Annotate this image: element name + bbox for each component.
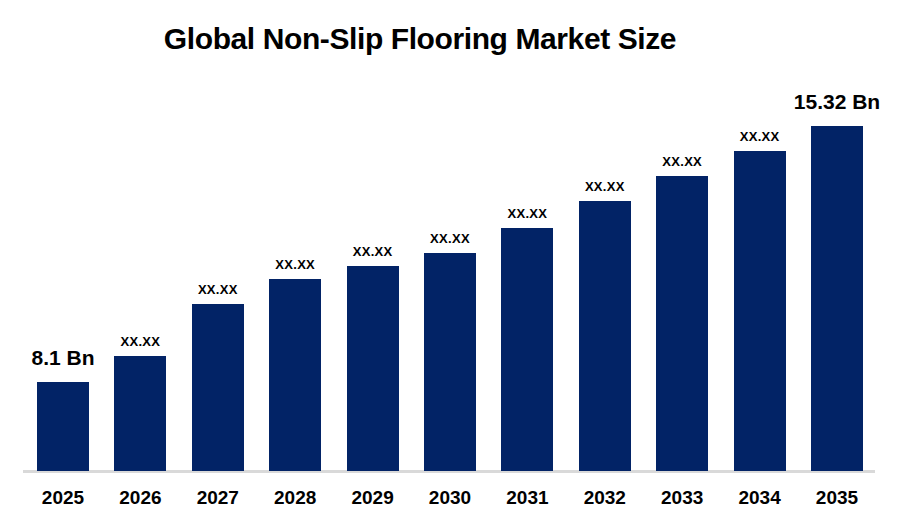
bar-2031	[501, 228, 553, 471]
x-axis-label-2033: 2033	[643, 487, 721, 509]
bar-2033	[656, 176, 708, 471]
x-axis-label-2030: 2030	[411, 487, 489, 509]
value-label-2031: XX.XX	[457, 206, 597, 221]
bar-2027	[192, 304, 244, 471]
x-axis-label-2032: 2032	[566, 487, 644, 509]
value-label-2025: 8.1 Bn	[0, 346, 133, 370]
bar-2028	[269, 279, 321, 471]
bar-2030	[424, 253, 476, 471]
bar-2034	[734, 151, 786, 471]
value-label-2028: XX.XX	[225, 257, 365, 272]
x-axis-label-2025: 2025	[24, 487, 102, 509]
value-label-2035: 15.32 Bn	[767, 90, 900, 114]
value-label-2029: XX.XX	[303, 244, 443, 259]
bar-2029	[347, 266, 399, 471]
bar-2026	[114, 356, 166, 471]
bar-chart: 8.1 Bn 2025 XX.XX 2026 XX.XX 2027 XX.XX 2028 XX.…	[0, 0, 900, 525]
value-label-2034: XX.XX	[690, 129, 830, 144]
bar-2035	[811, 126, 863, 471]
value-label-2030: XX.XX	[380, 231, 520, 246]
x-axis-label-2029: 2029	[334, 487, 412, 509]
x-axis-label-2026: 2026	[101, 487, 179, 509]
value-label-2027: XX.XX	[148, 282, 288, 297]
value-label-2026: XX.XX	[70, 334, 210, 349]
x-axis-label-2028: 2028	[256, 487, 334, 509]
x-axis-label-2027: 2027	[179, 487, 257, 509]
x-axis-label-2034: 2034	[721, 487, 799, 509]
x-axis-label-2031: 2031	[488, 487, 566, 509]
bar-2025	[37, 382, 89, 471]
value-label-2033: XX.XX	[612, 154, 752, 169]
value-label-2032: XX.XX	[535, 179, 675, 194]
bar-2032	[579, 201, 631, 471]
x-axis-label-2035: 2035	[798, 487, 876, 509]
